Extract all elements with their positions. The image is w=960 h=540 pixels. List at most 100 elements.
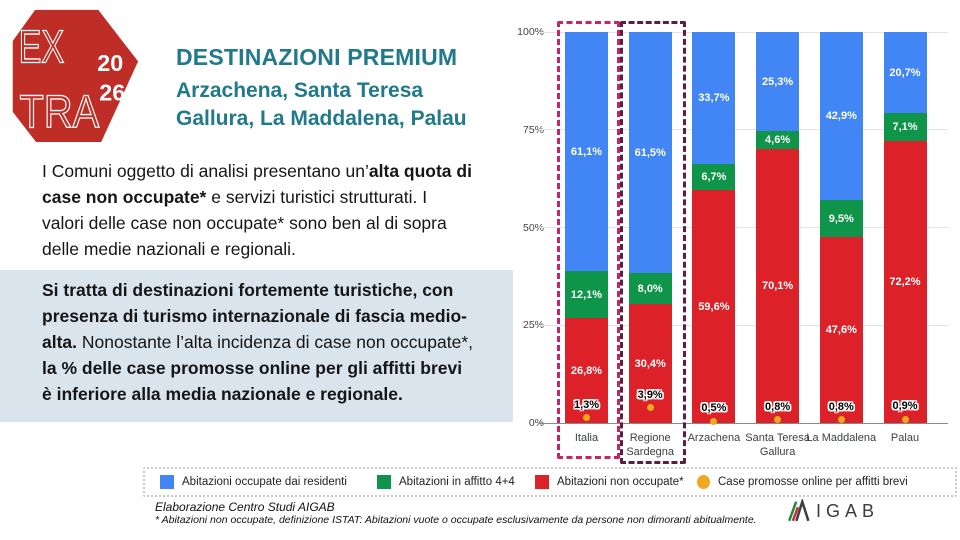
x-category-label: Palau: [890, 432, 920, 444]
gridline: [539, 31, 948, 33]
x-category-label: Italia: [574, 432, 599, 444]
bar-regione-sardegna: 30,4% 8,0% 61,5% 3,9%: [628, 32, 672, 423]
bar-segment: [692, 189, 736, 423]
short-rent-dot: [646, 404, 654, 412]
bar-value-label: 7,1%: [892, 121, 918, 134]
bar-value-label: 8,0%: [637, 283, 663, 295]
bar-value-label: 6,7%: [701, 171, 727, 184]
legend-item: Abitazioni occupate dai residenti: [160, 475, 347, 489]
bar-arzachena: 59,6% 6,7% 33,7% 0,5%: [692, 32, 736, 425]
stacked-bar-chart: 0% 25% 50% 75% 100% 26,8% 12,1% 61,1% 1,3% 30,4%…: [500, 0, 960, 466]
short-rent-label: 0,5%: [701, 402, 727, 415]
legend-square-icon: [377, 475, 391, 489]
x-category-label: Santa Teresa Gallura: [745, 432, 810, 458]
short-rent-dot: [837, 416, 845, 424]
logo-year-top: 20: [97, 50, 123, 76]
page-subtitle: Arzachena, Santa Teresa Gallura, La Madd…: [176, 79, 467, 130]
legend-item: Abitazioni non occupate*: [535, 475, 684, 489]
bar-segment: [883, 140, 927, 423]
bar-segment: [628, 304, 672, 423]
bar-value-label: 42,9%: [825, 110, 857, 123]
short-rent-label: 0,8%: [765, 400, 791, 413]
legend-circle-icon: [697, 475, 710, 489]
bar-segment: [756, 148, 800, 423]
short-rent-label: 0,8%: [828, 400, 854, 413]
legend-label: Abitazioni non occupate*: [557, 476, 684, 488]
logo-word-bottom: TRA: [20, 85, 100, 137]
legend-square-icon: [160, 475, 174, 489]
gridline: [539, 227, 948, 228]
logo-year-bottom: 26: [99, 79, 125, 105]
y-tick-label: 100%: [517, 26, 544, 38]
legend-square-icon: [535, 475, 549, 489]
bar-value-label: 72,2%: [889, 276, 921, 289]
bar-value-label: 70,1%: [761, 280, 794, 293]
bar-segment: [883, 112, 927, 141]
bar-value-label: 61,1%: [570, 145, 603, 158]
bar-segment: [628, 272, 672, 305]
bar-segment: [819, 236, 863, 423]
bar-segment: [565, 270, 608, 319]
header: DESTINAZIONI PREMIUM Arzachena, Santa Te…: [176, 44, 516, 133]
bar-value-label: 20,7%: [889, 66, 921, 79]
aigab-logo: IGAB: [787, 499, 879, 523]
legend-label: Case promosse online per affitti brevi: [718, 476, 908, 488]
bar-segment: [565, 32, 608, 271]
gridline: [539, 324, 948, 326]
bar-value-label: 26,8%: [570, 365, 603, 378]
page-title: DESTINAZIONI PREMIUM: [176, 44, 458, 70]
bar-segment: [628, 32, 672, 273]
x-category-label: Regione Sardegna: [626, 432, 675, 458]
bar-palau: 72,2% 7,1% 20,7% 0,9%: [883, 32, 927, 423]
short-rent-dot: [710, 417, 718, 425]
gridline: [539, 129, 948, 131]
x-category-label: Arzachena: [687, 432, 741, 444]
bar-value-label: 9,5%: [828, 212, 854, 225]
short-rent-dot: [901, 415, 909, 423]
legend-label: Abitazioni in affitto 4+4: [399, 476, 515, 488]
legend-label: Abitazioni occupate dai residenti: [182, 476, 347, 488]
bar-segment: [756, 32, 800, 131]
bar-value-label: 59,6%: [698, 300, 730, 313]
intro-paragraph: I Comuni oggetto di analisi presentano u…: [42, 161, 472, 259]
chart-legend: Abitazioni occupate dai residenti Abitazi…: [143, 467, 957, 497]
bar-segment: [756, 130, 800, 149]
y-tick-label: 50%: [522, 221, 544, 234]
y-tick-label: 25%: [522, 319, 544, 332]
bar-la-maddalena: 47,6% 9,5% 42,9% 0,8%: [819, 32, 863, 424]
bar-value-label: 33,7%: [698, 92, 730, 105]
bar-segment: [883, 32, 927, 113]
bar-value-label: 47,6%: [825, 324, 857, 337]
short-rent-dot: [583, 414, 590, 422]
x-category-label: La Maddalena: [806, 432, 877, 444]
legend-item: Abitazioni in affitto 4+4: [377, 475, 515, 489]
bar-segment: [692, 32, 736, 164]
bar-santa-teresa-gallura: 70,1% 4,6% 25,3% 0,8%: [756, 32, 800, 424]
footnote-text: * Abitazioni non occupate, definizione I…: [155, 514, 757, 526]
gridline: [539, 423, 948, 424]
aigab-wordmark: IGAB: [816, 500, 880, 521]
bar-segment: [565, 318, 608, 423]
y-tick-label: 75%: [522, 123, 544, 136]
short-rent-dot: [774, 416, 782, 424]
source-text: Elaborazione Centro Studi AIGAB: [155, 500, 335, 514]
bar-value-label: 4,6%: [765, 134, 791, 147]
highlight-box: [0, 270, 513, 422]
logo-word-top: EX: [19, 20, 65, 72]
short-rent-label: 3,9%: [637, 388, 663, 401]
plot-area: 26,8% 12,1% 61,1% 1,3% 30,4% 8,0% 61,5% 3,9% 59,…: [539, 31, 948, 425]
aigab-mark-icon: [788, 499, 810, 522]
bar-value-label: 12,1%: [570, 289, 603, 302]
bar-segment: [692, 163, 736, 190]
bar-value-label: 30,4%: [634, 358, 666, 371]
legend-item: Case promosse online per affitti brevi: [697, 475, 908, 489]
bar-italia: 26,8% 12,1% 61,1% 1,3%: [565, 32, 608, 423]
highlighted-paragraph: Si tratta di destinazioni fortemente tur…: [42, 280, 473, 404]
bar-segment: [819, 32, 863, 200]
short-rent-label: 0,9%: [892, 400, 918, 413]
y-tick-label: 0%: [528, 417, 544, 429]
bar-segment: [819, 199, 863, 237]
short-rent-label: 1,3%: [573, 398, 600, 411]
bar-value-label: 25,3%: [761, 75, 794, 88]
